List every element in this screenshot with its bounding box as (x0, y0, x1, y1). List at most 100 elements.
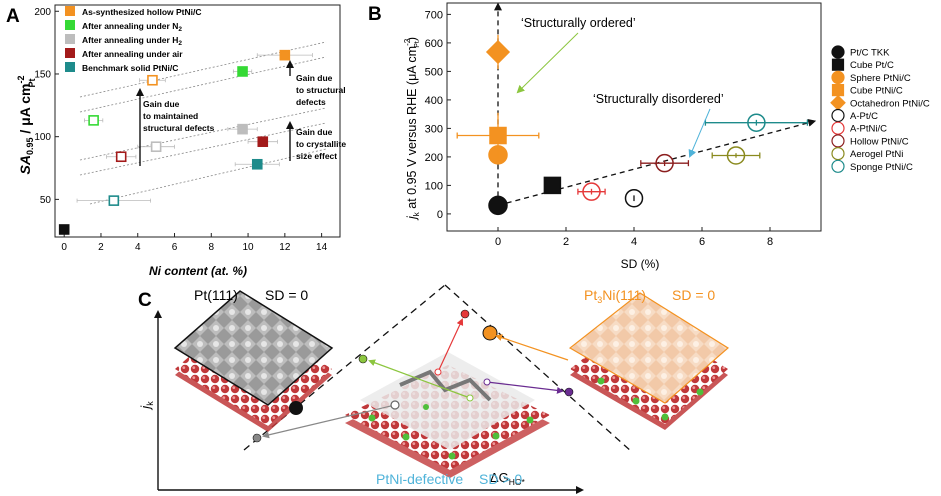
panel-b-ytick-label: 500 (425, 66, 443, 78)
panel-b-xtick-label: 2 (563, 236, 569, 248)
defective-label: PtNi-defective (376, 471, 463, 487)
defective-ni-atom (423, 404, 429, 410)
defective-step-edge (399, 369, 492, 402)
panel-b-xlabel: SD (%) (621, 257, 660, 271)
panel-label-b: B (368, 4, 382, 25)
connector-gray (262, 404, 396, 439)
site-red (434, 368, 442, 376)
panel-b-xtick-label: 4 (631, 236, 637, 248)
panel-b-xtick-label: 0 (495, 236, 501, 248)
panel-b-xtick-label: 8 (767, 236, 773, 248)
panel-a-xtick-label: 0 (61, 242, 67, 253)
pt3ni-slab (568, 292, 730, 430)
panel-b-ytick-label: 200 (425, 152, 443, 164)
trend-line-4 (79, 122, 327, 176)
pt3ni-label: Pt3Ni(111) (584, 287, 646, 305)
arrow-structurally-disordered (688, 108, 711, 158)
annotation-structurally-disordered: ‘Structurally disordered’ (593, 92, 724, 106)
panel-b-ytick-label: 100 (425, 180, 443, 192)
legend-swatch-benchmark (65, 62, 75, 72)
defective-ni-atom (402, 433, 410, 441)
trend-line-5 (89, 148, 327, 205)
panel-b-chart: 0 2 4 6 8 0 100 200 300 400 500 600 700 ‘Structurall… (403, 2, 822, 271)
pt111-slab (173, 290, 334, 432)
legend-label-n2: After annealing under N2 (82, 21, 182, 33)
annotation-structurally-ordered: ‘Structurally ordered’ (521, 16, 636, 30)
legend-label: Cube PtNi/C (850, 86, 903, 97)
connector-red (437, 318, 464, 373)
panel-b-point (543, 176, 562, 195)
volcano-marker-gray (252, 433, 262, 443)
defective-ni-atom (448, 452, 456, 460)
legend-marker (831, 108, 845, 123)
volcano-right-branch (444, 284, 633, 453)
panel-a-point (147, 74, 158, 86)
legend-marker (831, 83, 845, 97)
legend-marker (831, 159, 845, 173)
panel-b-point (582, 182, 601, 201)
panel-a-point (251, 158, 263, 170)
panel-a-point (237, 66, 248, 77)
legend-label: Sphere PtNi/C (850, 73, 911, 84)
volcano-left-branch (243, 284, 446, 451)
defective-surface (360, 352, 535, 450)
annotation-crystallite-size: Gain due to crystallite size effect (296, 127, 348, 161)
connector-purple (486, 381, 564, 394)
defective-sd-label: SD > 0 (479, 471, 522, 487)
panel-b-point (624, 188, 644, 208)
panel-b-ytick-label: 700 (425, 9, 443, 21)
connector-green (368, 359, 471, 399)
panel-a-xtick-label: 4 (135, 242, 141, 253)
panel-a-point (257, 136, 269, 147)
annotation-maintained-defects: Gain due to maintained structural defect… (143, 99, 215, 133)
connector-pt3ni (495, 334, 569, 361)
panel-b-point (726, 146, 746, 165)
site-purple (483, 378, 491, 386)
pt3ni-surface (568, 292, 730, 404)
legend-label: A-PtNi/C (850, 124, 887, 135)
panel-a-xlabel: Ni content (at. %) (149, 264, 247, 278)
panel-b-ytick-label: 0 (437, 209, 443, 221)
panel-b-point (489, 126, 507, 145)
panel-a-ytick-label: 200 (34, 7, 51, 18)
annotation-structural-defects: Gain due to structural defects (296, 73, 348, 107)
legend-marker (831, 58, 845, 71)
legend-marker (831, 134, 845, 148)
pt3ni-ni-atom (696, 388, 704, 396)
legend-label-benchmark: Benchmark solid PtNi/C (82, 63, 178, 73)
panel-b-ylabel: jk at 0.95 V versus RHE (μA cm-2 Pt) (403, 37, 421, 221)
defective-slab (345, 352, 550, 478)
legend-marker (830, 94, 846, 111)
site-green (466, 394, 474, 402)
arrow-structurally-ordered (516, 32, 579, 94)
volcano-marker-pt111 (289, 401, 303, 415)
legend-marker (831, 147, 845, 161)
panel-b-ytick-label: 600 (425, 38, 443, 50)
defective-ni-atom (526, 416, 534, 424)
legend-swatch-air (65, 48, 75, 58)
volcano-marker-red (460, 309, 470, 319)
legend-label: Sponge PtNi/C (850, 162, 913, 173)
legend-swatch-h2 (65, 34, 75, 44)
pt3ni-sd-label: SD = 0 (672, 287, 715, 303)
panel-b-ytick-label: 400 (425, 95, 443, 107)
volcano-marker-green (358, 354, 368, 364)
legend-marker (831, 121, 845, 135)
panel-b-point (747, 113, 766, 132)
panel-c-schematic: jk ΔGHO* Pt(111) SD = 0 Pt3Ni(111) SD = … (138, 284, 730, 494)
legend-label-h2: After annealing under H2 (82, 35, 182, 47)
legend-label: Pt/C TKK (850, 48, 890, 59)
panel-a-point (88, 115, 99, 126)
panel-a-point (237, 123, 248, 135)
volcano-marker-pt3ni (482, 325, 498, 341)
defective-ni-atom (368, 414, 376, 422)
panel-a-trend-lines (79, 41, 327, 205)
panel-a-xtick-label: 14 (316, 242, 328, 253)
legend-marker (831, 45, 845, 59)
trend-line-3 (79, 107, 327, 161)
pt111-surface (173, 290, 334, 406)
panel-a-xtick-label: 6 (172, 242, 178, 253)
panel-c-ylabel: jk (138, 401, 155, 411)
legend-label: Hollow PtNi/C (850, 136, 909, 147)
